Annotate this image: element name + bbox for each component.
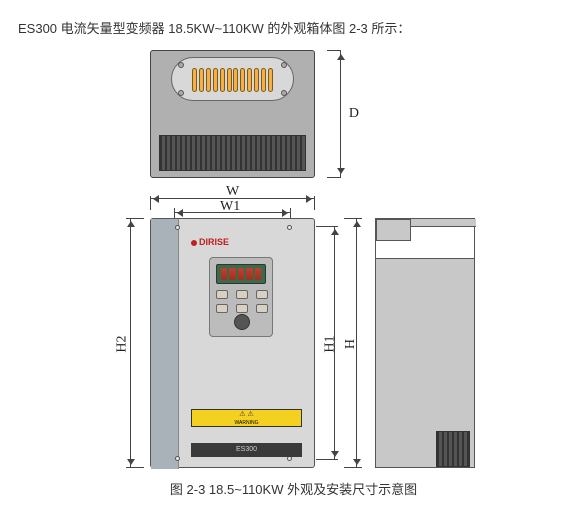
mount-hole-icon	[175, 225, 180, 230]
dimension-d: D	[349, 106, 359, 122]
vent-slots-left	[192, 62, 232, 98]
panel-button	[256, 290, 268, 299]
panel-knob	[234, 314, 250, 330]
dimension-w: W	[226, 184, 239, 200]
dimension-d-line	[340, 50, 341, 178]
screw-icon	[281, 62, 287, 68]
dimension-h: H	[343, 339, 359, 349]
side-view	[375, 218, 475, 468]
page-title: ES300 电流矢量型变频器 18.5KW~110KW 的外观箱体图 2-3 所…	[18, 18, 410, 37]
model-label: ES300	[191, 443, 302, 457]
front-view: DIRISE WARNING ES300	[150, 218, 315, 468]
dimension-h1: H1	[323, 335, 339, 352]
mount-hole-icon	[175, 456, 180, 461]
top-body	[150, 50, 315, 178]
panel-button	[236, 304, 248, 313]
panel-button	[216, 290, 228, 299]
side-body	[375, 218, 475, 468]
front-body: DIRISE WARNING ES300	[150, 218, 315, 468]
side-heatsink-grill	[436, 431, 470, 467]
lcd-display	[216, 264, 266, 284]
top-plate	[171, 57, 294, 101]
panel-button	[256, 304, 268, 313]
control-panel	[209, 257, 273, 337]
panel-button	[236, 290, 248, 299]
warning-label: WARNING	[191, 409, 302, 427]
panel-button	[216, 304, 228, 313]
figure-caption: 图 2-3 18.5~110KW 外观及安装尺寸示意图	[0, 479, 587, 498]
screw-icon	[281, 90, 287, 96]
dimension-h2: H2	[115, 335, 131, 352]
dimension-w1: W1	[220, 199, 240, 215]
mount-hole-icon	[287, 225, 292, 230]
heatsink-grill	[159, 135, 306, 171]
screw-icon	[178, 62, 184, 68]
screw-icon	[178, 90, 184, 96]
front-left-strip	[151, 219, 179, 469]
brand-logo: DIRISE	[191, 237, 229, 247]
top-view: D	[150, 50, 315, 180]
vent-slots-right	[233, 62, 273, 98]
